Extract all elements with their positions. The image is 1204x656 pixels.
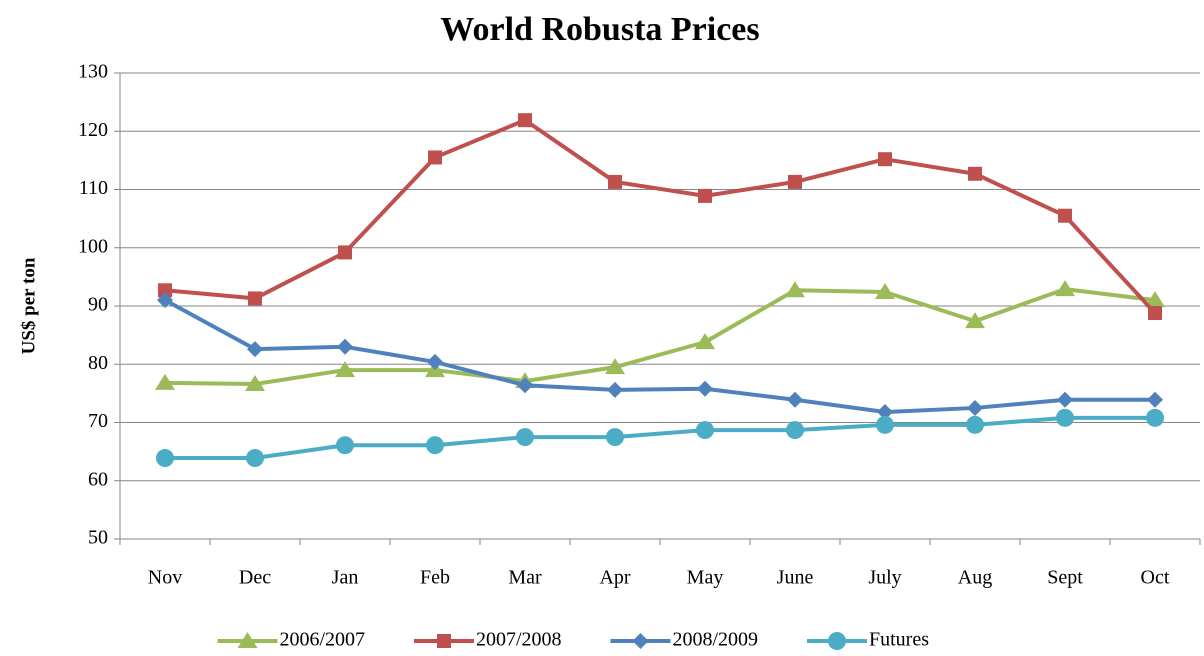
marker (967, 399, 983, 416)
marker (1058, 208, 1072, 223)
y-tick-label: 120 (78, 119, 108, 141)
marker (786, 421, 804, 440)
series-line (165, 415, 1155, 461)
marker (336, 436, 354, 455)
x-tick-label: Aug (958, 567, 992, 589)
marker (157, 292, 173, 309)
y-axis-label: US$ per ton (18, 257, 39, 354)
x-tick-label: Jan (332, 567, 359, 589)
marker (696, 421, 714, 440)
x-tick-label: Nov (148, 567, 182, 589)
series-line (164, 298, 1155, 415)
y-tick-label: 70 (88, 410, 108, 432)
series-line (164, 287, 1156, 387)
marker (247, 341, 263, 358)
marker (787, 391, 803, 408)
y-tick-label: 60 (88, 468, 108, 490)
marker (828, 632, 846, 650)
y-tick-label: 100 (78, 235, 108, 257)
marker (695, 333, 715, 350)
x-tick-label: June (777, 567, 814, 589)
marker (876, 415, 894, 434)
marker (608, 174, 622, 189)
x-tick-label: Feb (420, 567, 450, 589)
marker (968, 166, 982, 181)
y-tick-label: 110 (79, 177, 108, 199)
legend-label: 2007/2008 (476, 629, 562, 651)
marker (155, 373, 175, 390)
marker (878, 152, 892, 167)
marker (632, 633, 649, 649)
legend-label: 2008/2009 (673, 629, 759, 651)
marker (698, 188, 712, 203)
x-tick-label: Sept (1047, 567, 1083, 589)
marker (788, 174, 802, 189)
marker (1146, 408, 1164, 427)
marker (1145, 291, 1165, 308)
marker (605, 358, 625, 375)
marker (246, 449, 264, 468)
marker (875, 283, 895, 300)
marker (965, 312, 985, 329)
series-line (164, 118, 1157, 315)
x-tick-label: Oct (1141, 567, 1170, 589)
marker (1056, 408, 1074, 427)
marker (1055, 280, 1075, 297)
marker (517, 377, 533, 394)
marker (966, 415, 984, 434)
marker (1057, 391, 1073, 408)
marker (426, 436, 444, 455)
marker (877, 404, 893, 421)
marker (427, 353, 443, 370)
legend-label: 2006/2007 (280, 629, 366, 651)
marker (158, 283, 172, 298)
x-tick-label: May (687, 567, 724, 589)
y-tick-label: 80 (88, 352, 108, 374)
marker (245, 375, 265, 392)
marker (156, 449, 174, 468)
x-tick-label: July (868, 567, 901, 589)
marker (1148, 305, 1162, 320)
marker (237, 632, 258, 648)
legend-label: Futures (869, 629, 929, 651)
marker (1147, 391, 1163, 408)
chart-title: World Robusta Prices (440, 11, 759, 48)
x-tick-label: Dec (239, 567, 271, 589)
x-tick-label: Apr (599, 567, 630, 589)
marker (428, 150, 442, 165)
y-tick-label: 130 (78, 61, 108, 83)
marker (607, 381, 623, 398)
marker (516, 428, 534, 447)
marker (518, 113, 532, 128)
marker (785, 281, 805, 298)
marker (338, 245, 352, 260)
marker (335, 361, 355, 378)
marker (248, 291, 262, 306)
marker (337, 338, 353, 355)
marker (697, 380, 713, 397)
marker (606, 428, 624, 447)
y-tick-label: 90 (88, 294, 108, 316)
y-tick-label: 50 (88, 527, 108, 549)
x-tick-label: Mar (508, 567, 542, 589)
marker (437, 634, 451, 648)
